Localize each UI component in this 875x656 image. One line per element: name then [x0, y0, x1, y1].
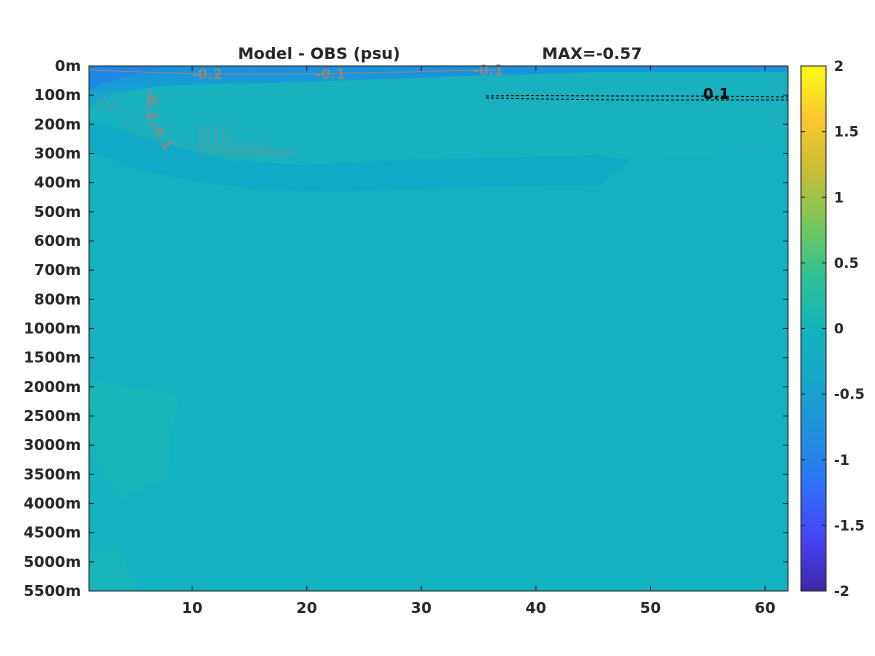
contour-line-neg02: [88, 69, 501, 75]
colorbar-tick-label: -1: [834, 453, 850, 469]
field-surface-negative: [89, 66, 788, 110]
x-tick-label: 30: [411, 599, 432, 617]
contours: [88, 69, 789, 158]
plot-area: -0.2 -0.1 -0.1 -0.1 -0.1 0.1: [88, 63, 789, 592]
y-tick-label: 4500m: [24, 524, 81, 542]
y-tick-label: 500m: [34, 203, 81, 221]
colorbar-tick-label: -1.5: [834, 518, 865, 534]
contour-line-pos01: [485, 95, 789, 101]
field-subsurface-negative: [89, 120, 630, 192]
y-tick-label: 100m: [34, 86, 81, 104]
colorbar-tick-label: -0.5: [834, 387, 865, 403]
y-tick-label: 5500m: [24, 582, 81, 600]
colorbar-tick-label: -2: [834, 584, 850, 600]
y-tick-label: 1500m: [24, 349, 81, 367]
y-tick-label: 400m: [34, 174, 81, 192]
x-tick-label: 10: [182, 599, 203, 617]
colorbar-tick-label: 2: [834, 59, 844, 75]
field-bottom-left: [89, 550, 140, 591]
y-tick-label: 4000m: [24, 495, 81, 513]
y-tick-label: 700m: [34, 261, 81, 279]
chart-title: Model - OBS (psu): [238, 44, 400, 63]
y-tick-label: 200m: [34, 115, 81, 133]
y-tick-label: 3000m: [24, 436, 81, 454]
colorbar-tick-label: 0.5: [834, 256, 859, 272]
contour-line-neg01-b: [147, 87, 153, 131]
contour-line-neg01-c: [199, 122, 289, 158]
y-tick-label: 1000m: [24, 320, 81, 338]
y-tick-label: 300m: [34, 145, 81, 163]
x-tick-label: 20: [296, 599, 317, 617]
contour-label: -0.1: [315, 67, 346, 83]
y-tick-label: 3500m: [24, 465, 81, 483]
contour-label: -0.1: [473, 63, 504, 79]
y-tick-label: 2500m: [24, 407, 81, 425]
colorbar: 2 1.5 1 0.5 0 -0.5 -1 -1.5 -2: [800, 59, 865, 600]
y-tick-label: 600m: [34, 232, 81, 250]
x-tick-label: 60: [755, 599, 776, 617]
x-axis: 10 20 30 40 50 60: [182, 66, 776, 617]
colorbar-tick-label: 1: [834, 190, 844, 206]
y-tick-label: 2000m: [24, 378, 81, 396]
field-mid-band: [89, 312, 788, 425]
y-tick-label: 0m: [55, 57, 81, 75]
x-tick-label: 40: [525, 599, 546, 617]
max-label: MAX=-0.57: [542, 44, 642, 63]
colorbar-tick-label: 0: [834, 322, 844, 338]
contour-label: -0.2: [192, 67, 223, 83]
colorbar-tick-label: 1.5: [834, 125, 859, 141]
y-tick-label: 5000m: [24, 553, 81, 571]
field-deep-left: [89, 380, 180, 500]
y-tick-label: 800m: [34, 290, 81, 308]
contour-label: -0.1: [143, 90, 159, 121]
y-axis: 0m 100m 200m 300m 400m 500m 600m 700m 800m 1000m 1…: [24, 57, 788, 600]
colorbar-ticks: 2 1.5 1 0.5 0 -0.5 -1 -1.5 -2: [801, 59, 865, 600]
colorbar-gradient: [800, 65, 827, 592]
x-tick-label: 50: [640, 599, 661, 617]
contour-label: 0.1: [703, 85, 730, 103]
